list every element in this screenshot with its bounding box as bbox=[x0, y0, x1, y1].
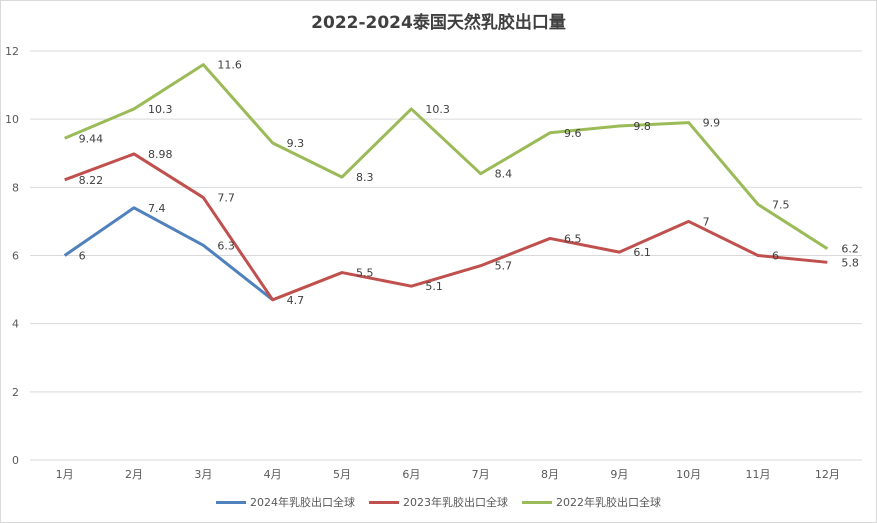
y-tick-label: 4 bbox=[12, 318, 19, 331]
data-label: 7.7 bbox=[217, 192, 235, 205]
x-tick-label: 2月 bbox=[125, 468, 143, 481]
data-label: 6.1 bbox=[633, 246, 651, 259]
data-label: 5.1 bbox=[425, 280, 443, 293]
data-label: 8.22 bbox=[79, 174, 104, 187]
x-tick-label: 8月 bbox=[541, 468, 559, 481]
data-label: 6.3 bbox=[217, 239, 235, 252]
legend-swatch-2022 bbox=[522, 500, 552, 504]
series-line-2 bbox=[64, 63, 829, 250]
data-label: 6.5 bbox=[564, 232, 582, 245]
x-tick-label: 11月 bbox=[746, 468, 771, 481]
data-label: 7.4 bbox=[148, 202, 166, 215]
x-tick-label: 5月 bbox=[333, 468, 351, 481]
x-tick-label: 9月 bbox=[610, 468, 628, 481]
data-label: 8.98 bbox=[148, 148, 173, 161]
y-axis-ticks: 0 2 4 6 8 10 12 bbox=[5, 45, 19, 467]
data-label: 5.5 bbox=[356, 267, 374, 280]
y-tick-label: 0 bbox=[12, 454, 19, 467]
x-tick-label: 6月 bbox=[402, 468, 420, 481]
data-labels: 6 7.4 6.3 8.22 8.98 7.7 4.7 5.5 5.1 5.7 6.5 6.1 7 6 5.… bbox=[79, 59, 859, 307]
y-tick-label: 8 bbox=[12, 181, 19, 194]
data-label: 4.7 bbox=[287, 294, 305, 307]
legend-swatch-2023 bbox=[369, 500, 399, 504]
data-label: 6 bbox=[79, 250, 86, 263]
data-label: 10.3 bbox=[425, 103, 450, 116]
data-label: 9.9 bbox=[703, 117, 721, 130]
series-lines bbox=[63, 63, 829, 302]
data-label: 9.6 bbox=[564, 127, 582, 140]
x-tick-label: 10月 bbox=[676, 468, 701, 481]
data-label: 9.3 bbox=[287, 137, 305, 150]
y-tick-label: 6 bbox=[12, 250, 19, 263]
x-tick-label: 12月 bbox=[815, 468, 840, 481]
x-tick-label: 1月 bbox=[56, 468, 74, 481]
legend-item-2022: 2022年乳胶出口全球 bbox=[522, 494, 661, 510]
data-label: 9.8 bbox=[633, 120, 651, 133]
legend: 2024年乳胶出口全球 2023年乳胶出口全球 2022年乳胶出口全球 bbox=[0, 494, 877, 510]
data-label: 5.7 bbox=[495, 260, 512, 273]
data-label: 9.44 bbox=[79, 132, 104, 145]
x-tick-label: 3月 bbox=[194, 468, 212, 481]
data-label: 10.3 bbox=[148, 103, 173, 116]
legend-item-2023: 2023年乳胶出口全球 bbox=[369, 494, 508, 510]
x-tick-label: 7月 bbox=[472, 468, 490, 481]
legend-label-2024: 2024年乳胶出口全球 bbox=[250, 496, 355, 509]
data-label: 7 bbox=[703, 215, 710, 228]
x-tick-label: 4月 bbox=[264, 468, 282, 481]
chart-title: 2022-2024泰国天然乳胶出口量 bbox=[311, 13, 566, 33]
series-line-0 bbox=[63, 206, 274, 301]
data-label: 8.4 bbox=[495, 168, 512, 181]
y-tick-label: 2 bbox=[12, 386, 19, 399]
y-tick-label: 10 bbox=[5, 113, 19, 126]
legend-label-2022: 2022年乳胶出口全球 bbox=[556, 496, 661, 509]
data-label: 6 bbox=[772, 250, 779, 263]
y-tick-label: 12 bbox=[5, 45, 19, 58]
legend-item-2024: 2024年乳胶出口全球 bbox=[216, 494, 355, 510]
x-axis-ticks: 1月 2月 3月 4月 5月 6月 7月 8月 9月 10月 11月 12月 bbox=[56, 468, 840, 481]
data-label: 7.5 bbox=[772, 198, 790, 211]
legend-swatch-2024 bbox=[216, 500, 246, 504]
data-label: 5.8 bbox=[841, 256, 859, 269]
data-label: 8.3 bbox=[356, 171, 374, 184]
legend-label-2023: 2023年乳胶出口全球 bbox=[403, 496, 508, 509]
data-label: 11.6 bbox=[217, 59, 242, 72]
gridlines bbox=[30, 50, 862, 461]
data-label: 6.2 bbox=[841, 243, 859, 256]
series-line-1 bbox=[64, 152, 828, 302]
